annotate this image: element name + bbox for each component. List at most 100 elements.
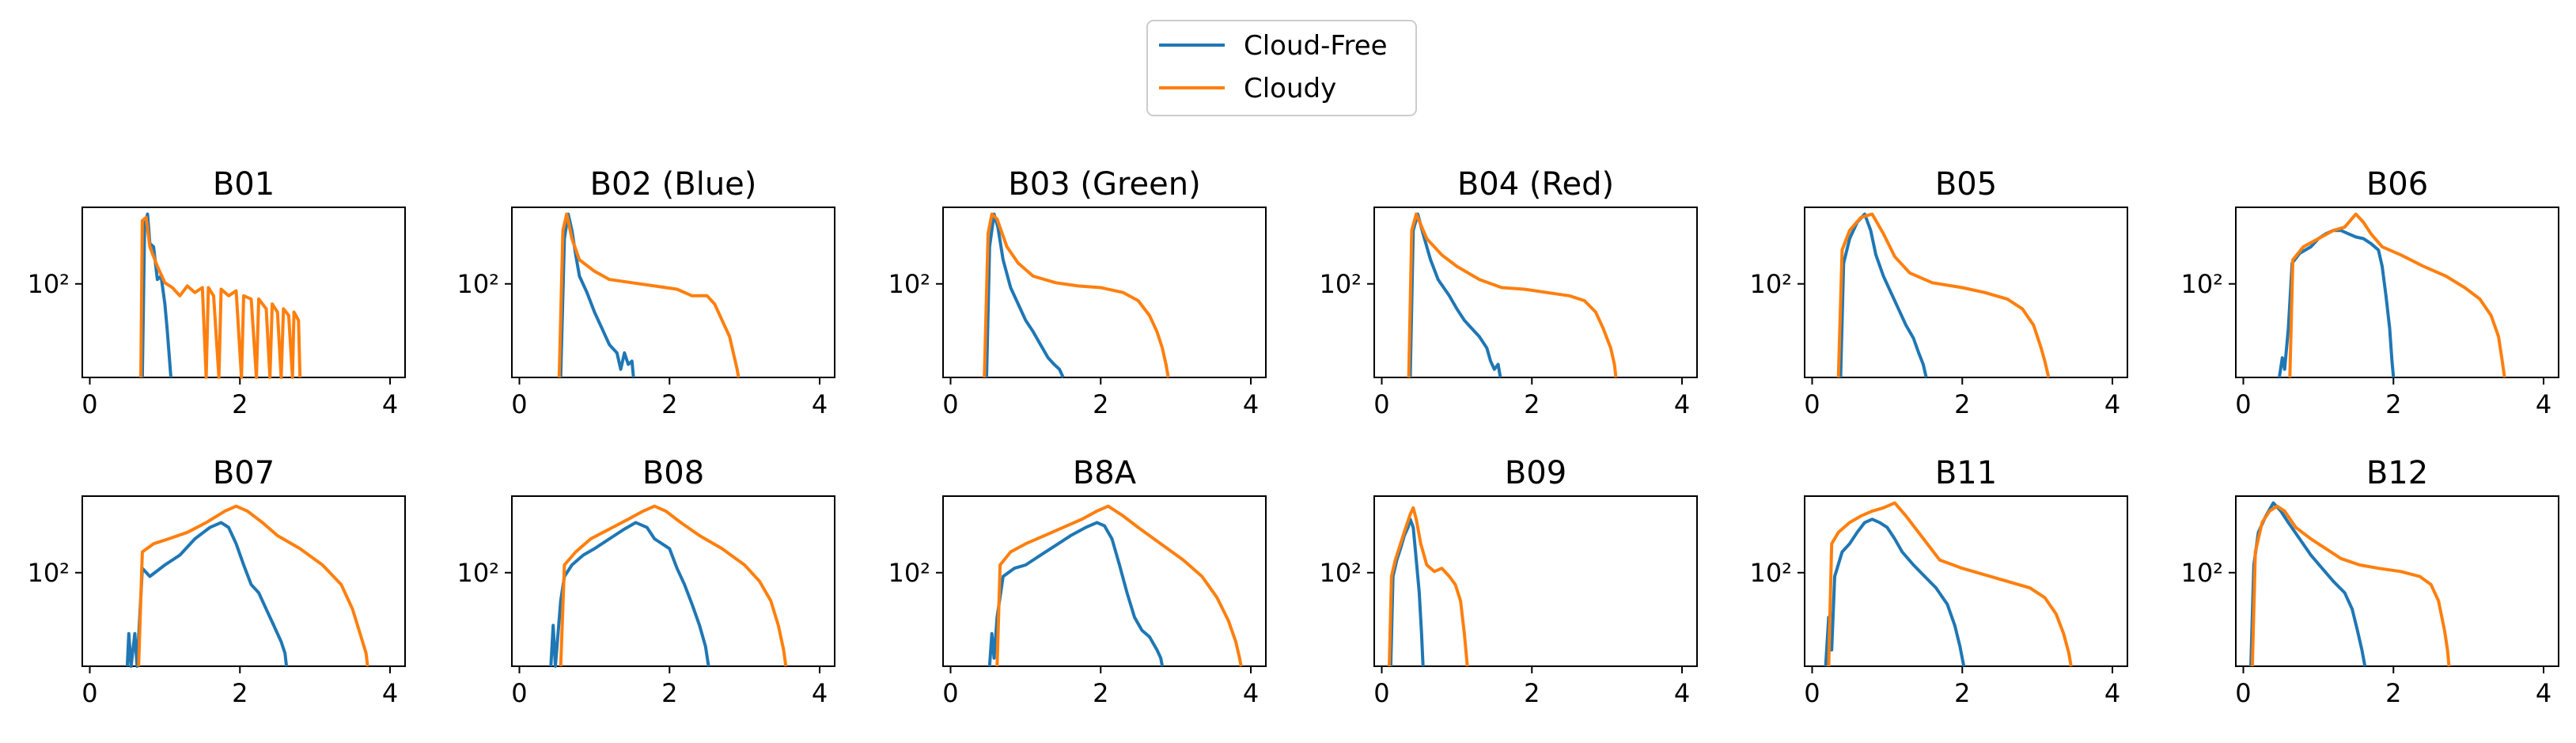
- series-line-cloud-free: [1824, 517, 1966, 667]
- x-tick-label: 0: [1804, 389, 1820, 419]
- y-tick-label: 10²: [1319, 269, 1362, 299]
- x-tick-label: 0: [511, 678, 527, 708]
- x-tick-label: 2: [1093, 389, 1108, 419]
- x-tick-label: 2: [232, 678, 248, 708]
- x-tick-label: 2: [661, 678, 677, 708]
- axes-frame: [81, 207, 406, 378]
- series-line-cloudy: [995, 504, 1243, 667]
- axes-frame: [511, 207, 835, 378]
- x-tick-label: 4: [2536, 389, 2551, 419]
- x-tick-label: 4: [1243, 389, 1259, 419]
- x-tick-label: 4: [382, 389, 398, 419]
- x-tick-label: 4: [382, 678, 398, 708]
- subplot-title: B05: [1935, 166, 1997, 203]
- x-tick-label: 0: [942, 678, 958, 708]
- series-line-cloud-free: [559, 212, 635, 378]
- x-tick-label: 0: [942, 389, 958, 419]
- subplot-title: B07: [213, 455, 275, 491]
- y-tick-label: 10²: [456, 558, 499, 588]
- legend-label-cloud-free: Cloud-Free: [1244, 30, 1388, 62]
- subplot-title: B02 (Blue): [590, 166, 757, 203]
- x-tick-label: 0: [81, 678, 97, 708]
- x-tick-label: 4: [1674, 678, 1690, 708]
- subplot-b07: B07 10² 0 2 4: [27, 455, 406, 708]
- x-tick-label: 0: [511, 389, 527, 419]
- series-line-cloud-free: [2278, 229, 2396, 378]
- y-tick-label: 10²: [2180, 558, 2223, 588]
- x-tick-label: 4: [1243, 678, 1259, 708]
- x-tick-label: 2: [1093, 678, 1108, 708]
- series-line-cloudy: [983, 212, 1170, 378]
- y-tick-label: 10²: [27, 269, 70, 299]
- y-tick-label: 10²: [888, 558, 930, 588]
- axes-frame: [942, 207, 1267, 378]
- x-tick-label: 4: [2104, 389, 2120, 419]
- legend-label-cloudy: Cloudy: [1244, 73, 1336, 104]
- subplot-b06: B06 10² 0 2 4: [2180, 166, 2559, 419]
- series-line-cloudy: [137, 504, 369, 667]
- series-line-cloudy: [1836, 212, 2051, 378]
- subplot-title: B09: [1505, 455, 1566, 491]
- axes-frame: [942, 495, 1267, 667]
- subplot-b01: B01 10² 0 2 4: [27, 166, 406, 419]
- x-tick-label: 2: [1954, 678, 1970, 708]
- subplot-b03: B03 (Green) 10² 0 2 4: [888, 166, 1267, 419]
- subplot-b8a: B8A 10² 0 2 4: [888, 455, 1267, 708]
- x-tick-label: 0: [2235, 678, 2251, 708]
- x-tick-label: 2: [1954, 389, 1970, 419]
- y-tick-label: 10²: [27, 558, 70, 588]
- axes-frame: [1804, 207, 2128, 378]
- subplot-b09: B09 10² 0 2 4: [1319, 455, 1698, 708]
- y-tick-label: 10²: [1319, 558, 1362, 588]
- subplot-grid: B01 10² 0 2 4 B02 (Blue) 10² 0 2 4 B03 (Green) 10² 0…: [27, 166, 2559, 708]
- subplot-b11: B11 10² 0 2 4: [1749, 455, 2128, 708]
- x-tick-label: 4: [812, 389, 828, 419]
- series-line-cloudy: [1827, 501, 2073, 667]
- y-tick-label: 10²: [1749, 558, 1792, 588]
- y-tick-label: 10²: [1749, 269, 1792, 299]
- x-tick-label: 0: [81, 389, 97, 419]
- series-line-cloudy: [559, 504, 788, 667]
- series-line-cloudy: [1388, 506, 1469, 667]
- series-line-cloudy: [557, 212, 741, 378]
- subplot-b04: B04 (Red) 10² 0 2 4: [1319, 166, 1698, 419]
- x-tick-label: 2: [1524, 389, 1540, 419]
- x-tick-label: 4: [2536, 678, 2551, 708]
- subplot-title: B12: [2366, 455, 2428, 491]
- y-tick-label: 10²: [456, 269, 499, 299]
- x-tick-label: 2: [661, 389, 677, 419]
- subplot-title: B08: [642, 455, 704, 491]
- subplot-b12: B12 10² 0 2 4: [2180, 455, 2559, 708]
- subplot-title: B06: [2366, 166, 2428, 203]
- subplot-title: B03 (Green): [1008, 166, 1200, 203]
- series-line-cloudy: [2250, 504, 2451, 667]
- x-tick-label: 2: [232, 389, 248, 419]
- subplot-title: B8A: [1073, 455, 1137, 491]
- axes-frame: [511, 495, 835, 667]
- x-tick-label: 2: [2385, 389, 2401, 419]
- series-line-cloudy: [139, 215, 302, 379]
- x-tick-label: 2: [1524, 678, 1540, 708]
- subplot-b05: B05 10² 0 2 4: [1749, 166, 2128, 419]
- axes-frame: [1373, 495, 1698, 667]
- subplot-title: B01: [213, 166, 275, 203]
- legend: Cloud-Free Cloudy: [1146, 20, 1417, 116]
- x-tick-label: 2: [2385, 678, 2401, 708]
- subplot-b08: B08 10² 0 2 4: [456, 455, 835, 708]
- x-tick-label: 4: [2104, 678, 2120, 708]
- series-line-cloudy: [2288, 212, 2506, 378]
- axes-frame: [1373, 207, 1698, 378]
- axes-frame: [1804, 495, 2128, 667]
- series-line-cloudy: [1407, 212, 1618, 378]
- x-tick-label: 0: [1373, 389, 1389, 419]
- y-tick-label: 10²: [2180, 269, 2223, 299]
- series-line-cloud-free: [125, 521, 289, 668]
- x-tick-label: 0: [2235, 389, 2251, 419]
- subplot-b02: B02 (Blue) 10² 0 2 4: [456, 166, 835, 419]
- x-tick-label: 0: [1373, 678, 1389, 708]
- subplot-title: B11: [1935, 455, 1997, 491]
- x-tick-label: 4: [1674, 389, 1690, 419]
- x-tick-label: 0: [1804, 678, 1820, 708]
